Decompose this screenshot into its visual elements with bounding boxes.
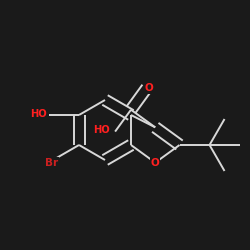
Text: Br: Br xyxy=(45,158,58,168)
Text: O: O xyxy=(145,83,154,93)
Text: HO: HO xyxy=(93,125,110,135)
Text: HO: HO xyxy=(30,109,46,119)
Text: O: O xyxy=(151,158,160,168)
